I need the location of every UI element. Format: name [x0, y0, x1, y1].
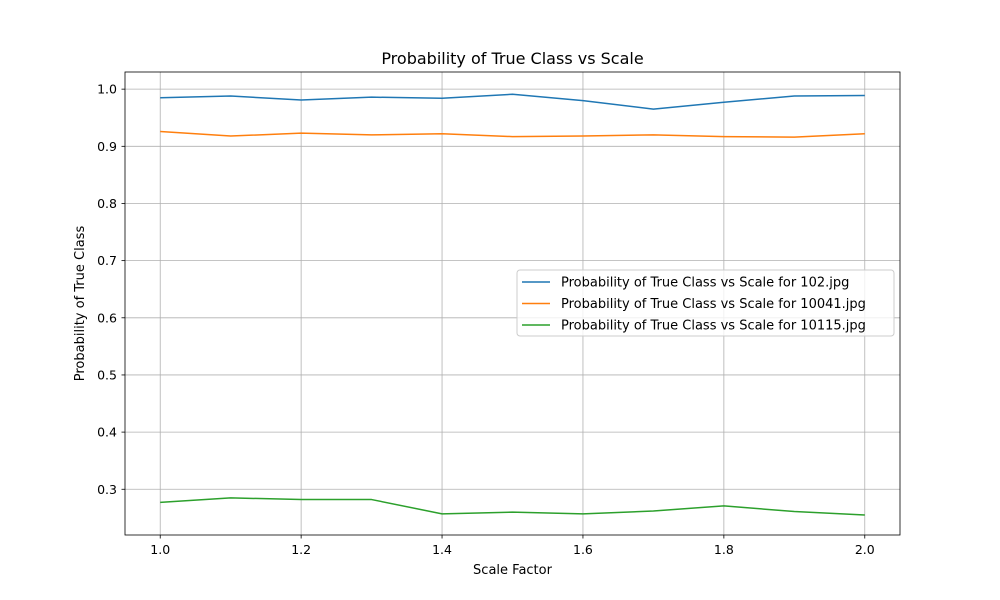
x-tick-label: 1.6 [573, 542, 593, 557]
x-tick-label: 1.0 [150, 542, 170, 557]
legend-label-2: Probability of True Class vs Scale for 1… [561, 297, 866, 312]
legend: Probability of True Class vs Scale for 1… [516, 269, 895, 337]
legend-frame [516, 269, 895, 337]
series-line-3 [160, 497, 865, 516]
y-tick-label: 1.0 [97, 82, 117, 97]
series-line-1 [160, 93, 865, 110]
y-tick-label: 0.8 [97, 196, 117, 211]
series-lines [160, 93, 865, 516]
legend-label-1: Probability of True Class vs Scale for 1… [561, 276, 849, 291]
x-tick-label: 1.2 [291, 542, 311, 557]
x-axis-label: Scale Factor [473, 563, 553, 578]
x-tick-label: 2.0 [855, 542, 875, 557]
chart-title: Probability of True Class vs Scale [381, 49, 643, 68]
y-tick-label: 0.9 [97, 139, 117, 154]
plot-frame [124, 71, 901, 536]
grid [125, 72, 900, 535]
y-axis: 0.3 0.4 0.5 0.6 0.7 0.8 0.9 1.0 [97, 82, 125, 497]
y-tick-label: 0.3 [97, 482, 117, 497]
x-axis: 1.0 1.2 1.4 1.6 1.8 2.0 [150, 535, 875, 557]
x-tick-label: 1.4 [432, 542, 452, 557]
series-line-2 [160, 130, 865, 138]
legend-label-3: Probability of True Class vs Scale for 1… [561, 319, 866, 334]
y-tick-label: 0.4 [97, 425, 117, 440]
x-tick-label: 1.8 [714, 542, 734, 557]
y-tick-label: 0.5 [97, 367, 117, 382]
y-axis-label: Probability of True Class [73, 226, 88, 382]
y-tick-label: 0.7 [97, 253, 117, 268]
y-tick-label: 0.6 [97, 310, 117, 325]
